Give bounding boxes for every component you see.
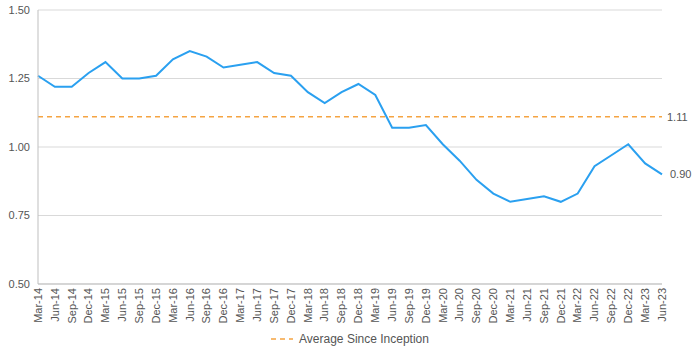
svg-text:Jun-18: Jun-18 [319,288,331,322]
svg-text:Dec-16: Dec-16 [217,288,229,323]
svg-text:Sep-20: Sep-20 [470,288,482,323]
svg-text:Jun-23: Jun-23 [656,288,668,322]
svg-text:Dec-22: Dec-22 [622,288,634,323]
svg-text:0.50: 0.50 [9,278,30,290]
svg-text:Dec-21: Dec-21 [555,288,567,323]
svg-text:Mar-17: Mar-17 [234,288,246,323]
svg-text:Dec-14: Dec-14 [82,288,94,323]
svg-text:Mar-21: Mar-21 [504,288,516,323]
svg-text:1.50: 1.50 [9,4,30,16]
svg-text:Jun-20: Jun-20 [453,288,465,322]
svg-text:Mar-19: Mar-19 [369,288,381,323]
svg-text:1.00: 1.00 [9,141,30,153]
svg-text:0.75: 0.75 [9,209,30,221]
svg-text:Jun-19: Jun-19 [386,288,398,322]
svg-text:Sep-18: Sep-18 [335,288,347,323]
svg-text:1.25: 1.25 [9,72,30,84]
svg-text:Jun-22: Jun-22 [588,288,600,322]
svg-text:Mar-14: Mar-14 [32,288,44,323]
svg-text:Sep-17: Sep-17 [268,288,280,323]
svg-text:Jun-14: Jun-14 [49,288,61,322]
svg-text:Jun-17: Jun-17 [251,288,263,322]
svg-text:Mar-18: Mar-18 [302,288,314,323]
svg-text:Sep-15: Sep-15 [133,288,145,323]
svg-text:Sep-19: Sep-19 [403,288,415,323]
svg-text:Dec-18: Dec-18 [352,288,364,323]
html-text:Average Since Inception: Average Since Inception [299,332,429,346]
svg-text:Sep-16: Sep-16 [200,288,212,323]
svg-text:Jun-15: Jun-15 [116,288,128,322]
svg-text:Dec-17: Dec-17 [285,288,297,323]
svg-text:0.90: 0.90 [670,168,691,180]
svg-text:Jun-21: Jun-21 [521,288,533,322]
svg-text:Dec-20: Dec-20 [487,288,499,323]
svg-text:1.11: 1.11 [667,111,688,123]
svg-text:Mar-16: Mar-16 [167,288,179,323]
svg-text:Mar-22: Mar-22 [571,288,583,323]
svg-text:Sep-21: Sep-21 [538,288,550,323]
svg-text:Mar-20: Mar-20 [437,288,449,323]
svg-text:Mar-23: Mar-23 [639,288,651,323]
svg-text:Sep-22: Sep-22 [605,288,617,323]
svg-text:Dec-15: Dec-15 [150,288,162,323]
svg-text:Sep-14: Sep-14 [66,288,78,323]
svg-text:Jun-16: Jun-16 [184,288,196,322]
svg-text:Mar-15: Mar-15 [99,288,111,323]
svg-text:Dec-19: Dec-19 [420,288,432,323]
